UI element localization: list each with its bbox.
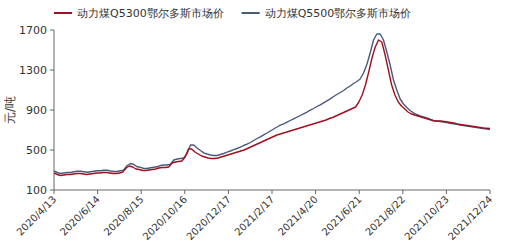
x-tick xyxy=(315,190,316,194)
x-tick-label: 2020/12/17 xyxy=(184,194,233,243)
y-tick xyxy=(50,190,54,191)
x-tick-label: 2021/8/22 xyxy=(363,194,407,238)
x-tick-label: 2021/10/23 xyxy=(402,194,451,243)
series-line xyxy=(54,40,490,176)
y-tick xyxy=(50,30,54,31)
x-tick xyxy=(490,190,491,194)
x-tick xyxy=(141,190,142,194)
x-tick xyxy=(228,190,229,194)
legend-label: 动力煤Q5500鄂尔多斯市场价 xyxy=(265,7,412,20)
legend: 动力煤Q5300鄂尔多斯市场价 动力煤Q5500鄂尔多斯市场价 xyxy=(54,7,411,20)
x-tick-label: 2020/10/16 xyxy=(141,194,190,243)
y-tick-label: 900 xyxy=(26,104,47,117)
axes: 100500900130017002020/4/132020/6/142020/… xyxy=(14,24,494,242)
x-tick-label: 2020/6/14 xyxy=(58,194,102,238)
x-tick xyxy=(402,190,403,194)
legend-item: 动力煤Q5500鄂尔多斯市场价 xyxy=(242,7,412,20)
y-tick-label: 100 xyxy=(26,184,47,197)
x-tick xyxy=(54,190,55,194)
x-tick-label: 2020/4/13 xyxy=(14,194,58,238)
series-line xyxy=(54,34,490,174)
x-tick-label: 2021/12/24 xyxy=(446,194,495,243)
legend-swatch xyxy=(242,12,260,14)
y-tick xyxy=(50,150,54,151)
legend-swatch xyxy=(54,12,72,14)
x-tick xyxy=(97,190,98,194)
x-tick xyxy=(446,190,447,194)
x-tick xyxy=(184,190,185,194)
chart: 100500900130017002020/4/132020/6/142020/… xyxy=(0,0,508,250)
x-tick-label: 2021/4/20 xyxy=(276,194,320,238)
y-tick xyxy=(50,70,54,71)
plot-area xyxy=(54,34,490,176)
x-tick-label: 2020/8/15 xyxy=(102,194,146,238)
y-tick-label: 1300 xyxy=(19,64,47,77)
x-tick xyxy=(272,190,273,194)
y-tick xyxy=(50,110,54,111)
x-tick-label: 2021/6/21 xyxy=(320,194,364,238)
legend-label: 动力煤Q5300鄂尔多斯市场价 xyxy=(77,7,224,20)
legend-item: 动力煤Q5300鄂尔多斯市场价 xyxy=(54,7,224,20)
y-tick-label: 1700 xyxy=(19,24,47,37)
x-tick-label: 2021/2/17 xyxy=(232,194,276,238)
x-tick xyxy=(359,190,360,194)
y-axis-label: 元/吨 xyxy=(3,96,17,124)
y-tick-label: 500 xyxy=(26,144,47,157)
